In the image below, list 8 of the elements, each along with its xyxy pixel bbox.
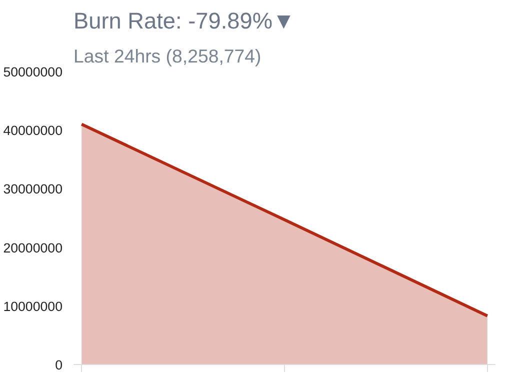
y-tick-label: 10000000 [3,298,63,314]
chart-subtitle: Last 24hrs (8,258,774) [74,46,262,66]
y-tick-label: 0 [55,358,63,372]
y-tick-label: 50000000 [3,64,63,80]
y-tick-label: 20000000 [3,240,63,256]
y-tick-label: 30000000 [3,182,63,197]
chart-title: Burn Rate: -79.89%▼ [74,8,295,34]
y-tick-label: 40000000 [3,123,63,138]
